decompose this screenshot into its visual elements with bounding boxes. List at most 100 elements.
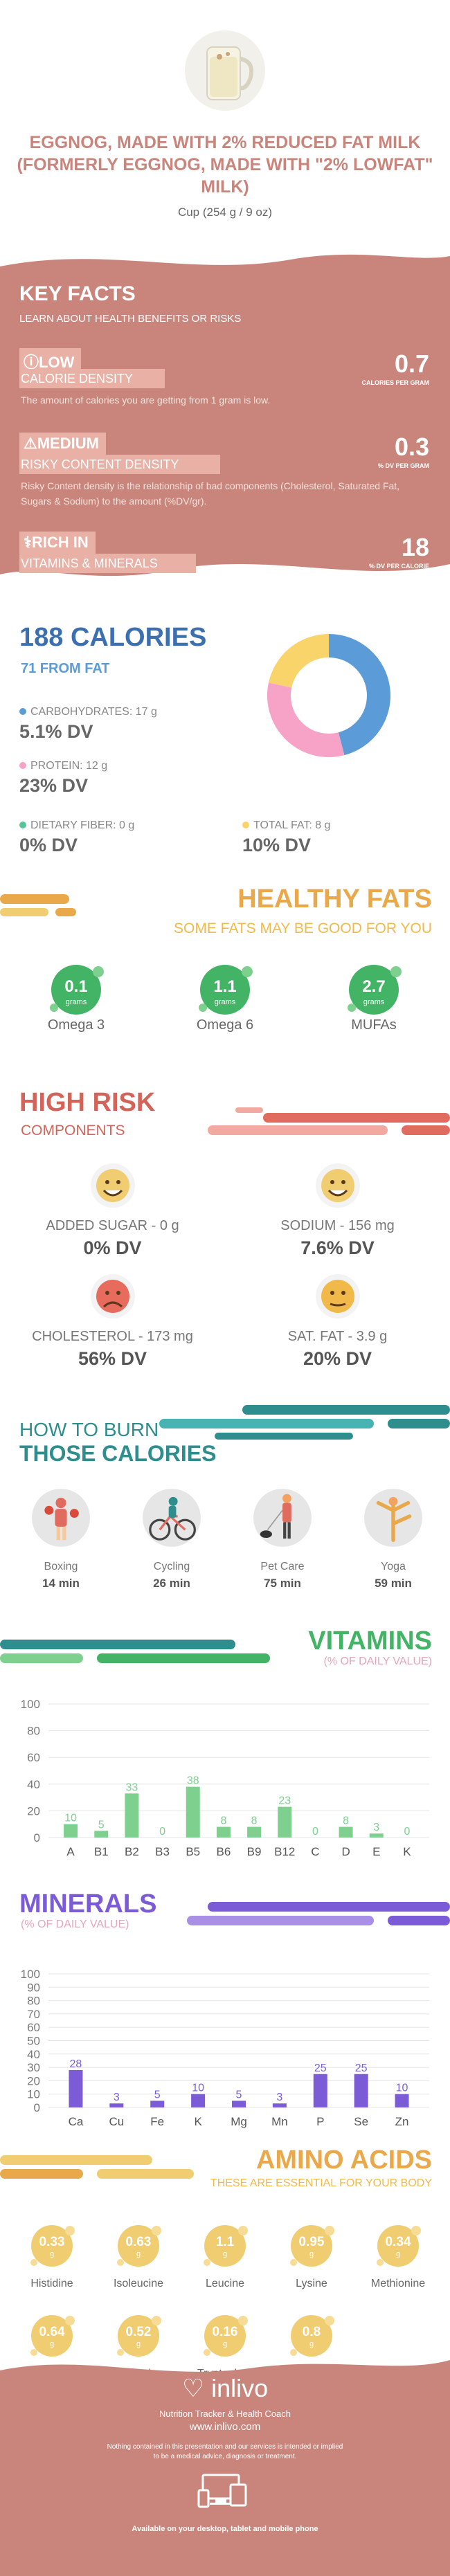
healthy-fats-decor xyxy=(0,894,76,916)
calories-title: 188 CALORIES xyxy=(19,623,207,652)
donut-slice-fat xyxy=(268,634,330,689)
bar-B5 xyxy=(186,1786,200,1838)
fat-unit: grams xyxy=(363,998,385,1006)
amino-unit: g xyxy=(49,2250,55,2258)
amino-title: AMINO ACIDS xyxy=(255,2146,432,2175)
x-tick-label: C xyxy=(311,1845,319,1858)
activity-time: 59 min xyxy=(375,1577,412,1590)
burn-title-line2: THOSE CALORIES xyxy=(19,1441,217,1466)
x-tick-label: B5 xyxy=(186,1845,200,1858)
key-facts-section xyxy=(0,246,450,585)
amino-value: 0.95 xyxy=(298,2235,325,2249)
x-tick-label: P xyxy=(316,2115,324,2128)
vitamins-bar-chart: 02040608010010A5B133B20B338B58B68B923B12… xyxy=(21,1698,429,1858)
face-sad-icon xyxy=(90,1273,136,1319)
macro-label: DIETARY FIBER: 0 g xyxy=(30,819,135,831)
amino-decor xyxy=(0,2155,194,2179)
fat-bubble xyxy=(190,954,260,1023)
bar-value-label: 23 xyxy=(278,1795,291,1807)
macro-dv: 5.1% DV xyxy=(19,721,93,742)
amino-name: Lysine xyxy=(296,2278,327,2289)
amino-bubble xyxy=(111,2308,166,2364)
cycling-icon xyxy=(142,1488,201,1548)
x-tick-label: B3 xyxy=(155,1845,170,1858)
macro-label: TOTAL FAT: 8 g xyxy=(253,819,331,831)
minerals-subtitle: (% OF DAILY VALUE) xyxy=(21,1919,129,1930)
x-tick-label: B6 xyxy=(217,1845,231,1858)
amino-subtitle: THESE ARE ESSENTIAL FOR YOUR BODY xyxy=(210,2177,432,2189)
bar-K xyxy=(191,2094,206,2107)
risky-density-desc: Risky Content density is the relationshi… xyxy=(21,480,400,507)
risk-dv: 0% DV xyxy=(83,1237,142,1258)
risk-dv: 20% DV xyxy=(303,1348,372,1369)
x-tick-label: B2 xyxy=(125,1845,139,1858)
y-tick-label: 100 xyxy=(21,1698,40,1711)
burn-title-line1: HOW TO BURN xyxy=(19,1419,159,1440)
macro-label: PROTEIN: 12 g xyxy=(30,760,108,772)
footer-brand: ♡ inlivo xyxy=(181,2374,269,2402)
macro-item: TOTAL FAT: 8 g 10% DV xyxy=(242,819,450,856)
bar-value-label: 38 xyxy=(187,1775,199,1787)
face-happy-icon xyxy=(315,1163,361,1208)
y-tick-label: 20 xyxy=(27,1804,40,1817)
bar-value-label: 10 xyxy=(64,1813,77,1824)
footer-disclaimer-1: Nothing contained in this presentation a… xyxy=(107,2443,343,2451)
amino-bubble xyxy=(370,2218,426,2274)
amino-bubble xyxy=(284,2308,339,2364)
bar-value-label: 28 xyxy=(70,2058,82,2070)
fat-value: 0.1 xyxy=(64,977,88,996)
bar-value-label: 3 xyxy=(276,2092,282,2103)
bar-value-label: 33 xyxy=(126,1781,138,1793)
vitamins-subtitle: (% OF DAILY VALUE) xyxy=(323,1656,432,1667)
footer-available: Available on your desktop, tablet and mo… xyxy=(132,2525,318,2533)
y-tick-label: 60 xyxy=(27,1751,40,1764)
fat-name: MUFAs xyxy=(351,1017,397,1033)
warning-icon: ⚠ xyxy=(24,435,37,452)
macro-item: CARBOHYDRATES: 17 g 5.1% DV xyxy=(19,706,227,743)
amino-unit: g xyxy=(222,2340,228,2348)
minerals-bar-chart: 010203040506070809010028Ca3Cu5Fe10K5Mg3M… xyxy=(21,1968,429,2128)
amino-unit: g xyxy=(309,2250,314,2258)
footer-disclaimer-2: to be a medical advice, diagnosis or tre… xyxy=(153,2453,297,2460)
rich-badge: ⚕RICH IN xyxy=(19,532,96,554)
heart-logo-icon: ♡ xyxy=(181,2374,205,2402)
amino-name: Histidine xyxy=(30,2278,73,2289)
low-badge: ⓘLOW xyxy=(19,348,82,371)
macro-dv: 23% DV xyxy=(19,775,89,796)
risk-label: SAT. FAT - 3.9 g xyxy=(287,1329,388,1344)
bar-Mg xyxy=(232,2101,246,2107)
minerals-title: MINERALS xyxy=(19,1889,157,1919)
risk-dv: 7.6% DV xyxy=(300,1237,375,1258)
legend-dot xyxy=(19,822,26,828)
amino-value: 0.64 xyxy=(39,2325,65,2339)
high-risk-decor xyxy=(208,1107,450,1135)
fat-bubble xyxy=(339,954,408,1023)
bar-value-label: 0 xyxy=(159,1826,165,1838)
amino-unit: g xyxy=(395,2250,401,2258)
boxing-icon xyxy=(31,1488,91,1548)
bar-value-label: 3 xyxy=(114,2092,120,2103)
healthy-fats-subtitle: SOME FATS MAY BE GOOD FOR YOU xyxy=(173,920,432,936)
calorie-density-unit: CALORIES PER GRAM xyxy=(361,379,429,386)
x-tick-label: A xyxy=(66,1845,75,1858)
bar-value-label: 25 xyxy=(355,2062,368,2074)
footer-url[interactable]: www.inlivo.com xyxy=(189,2421,261,2433)
amino-bubble xyxy=(197,2308,253,2364)
bar-value-label: 8 xyxy=(220,1815,226,1827)
activity-time: 26 min xyxy=(153,1577,190,1590)
face-neutral-icon xyxy=(315,1273,361,1319)
amino-unit: g xyxy=(49,2340,55,2348)
bar-Ca xyxy=(69,2069,83,2107)
y-tick-label: 0 xyxy=(34,2101,40,2114)
calories-from-fat: 71 FROM FAT xyxy=(21,661,110,676)
risky-density-unit: % DV PER GRAM xyxy=(377,462,429,469)
y-tick-label: 70 xyxy=(27,2008,40,2021)
risk-label: CHOLESTEROL - 173 mg xyxy=(32,1329,193,1344)
fat-name: Omega 6 xyxy=(196,1017,254,1033)
risk-label: SODIUM - 156 mg xyxy=(280,1218,395,1233)
amino-unit: g xyxy=(136,2340,141,2348)
legend-dot xyxy=(19,762,26,769)
bar-Se xyxy=(354,2074,368,2107)
macro-item: PROTEIN: 12 g 23% DV xyxy=(19,760,227,797)
eggnog-glass-icon xyxy=(183,28,267,118)
